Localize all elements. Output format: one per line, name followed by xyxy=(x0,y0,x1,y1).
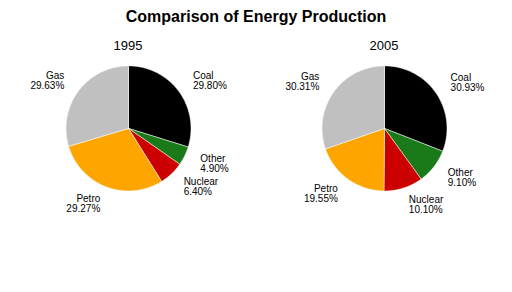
html-text:1995: 1995 xyxy=(113,38,143,53)
svg-text:Other9.10%: Other9.10% xyxy=(448,167,476,188)
html-text:2005: 2005 xyxy=(369,38,399,53)
svg-text:Nuclear6.40%: Nuclear6.40% xyxy=(184,176,219,197)
html-text:Comparison of Energy Productio: Comparison of Energy Production xyxy=(125,8,387,25)
svg-text:Petro19.55%: Petro19.55% xyxy=(304,183,338,204)
svg-text:Nuclear10.10%: Nuclear10.10% xyxy=(409,194,444,215)
svg-text:Petro29.27%: Petro29.27% xyxy=(66,193,100,214)
svg-text:Other4.90%: Other4.90% xyxy=(200,153,228,174)
svg-text:Coal30.93%: Coal30.93% xyxy=(451,72,485,93)
svg-text:Gas30.31%: Gas30.31% xyxy=(285,71,319,92)
svg-text:Gas29.63%: Gas29.63% xyxy=(30,70,64,91)
svg-text:Coal29.80%: Coal29.80% xyxy=(193,70,227,91)
